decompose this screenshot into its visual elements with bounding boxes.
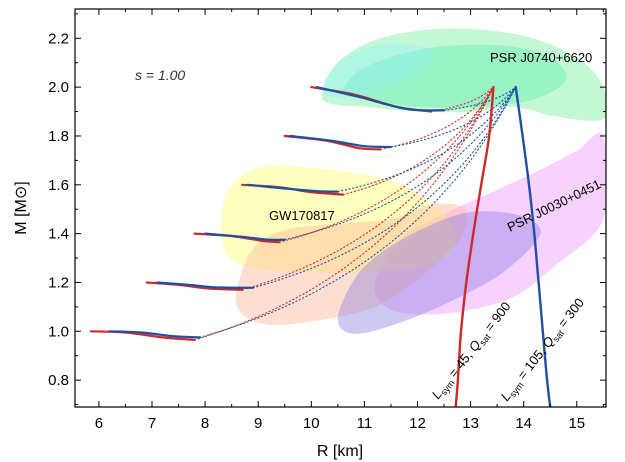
region-0 [321, 28, 606, 121]
twin-segment-blue-0 [315, 86, 446, 112]
y-tick-label: 1.4 [48, 226, 69, 243]
dotted-link-5 [193, 86, 494, 341]
psr-j0740-label: PSR J0740+6620 [490, 50, 592, 65]
twin-segment-blue-1 [289, 134, 392, 149]
model-curve-1 [514, 85, 552, 407]
y-tick-label: 1.2 [48, 274, 69, 291]
y-tick-label: 1.8 [48, 128, 69, 145]
y-tick-label: 2.2 [48, 30, 69, 47]
x-tick-label: 10 [303, 415, 320, 432]
x-axis-label: R [km] [317, 443, 363, 460]
x-tick-label: 12 [409, 415, 426, 432]
axis-ticks: 6 7 8 9 10 11 12 13 14 15 0.8 1.0 1.2 1.4 1.6 1.8 2.0 2.2 [48, 9, 606, 432]
twin-segment-blue-2 [246, 183, 339, 193]
region-3 [374, 132, 606, 315]
y-tick-label: 0.8 [48, 372, 69, 389]
model-blue-label: Lsym = 105, Qsat = 300 [498, 295, 589, 405]
dotted-link-2 [342, 86, 494, 196]
y-tick-label: 1.0 [48, 323, 69, 340]
region-6 [337, 211, 541, 334]
dotted-link-4 [241, 86, 494, 291]
x-tick-label: 14 [515, 415, 532, 432]
x-tick-label: 9 [254, 415, 262, 432]
x-tick-label: 11 [357, 415, 373, 432]
y-axis-label: M [M⊙] [13, 181, 30, 234]
model-curve-0 [454, 85, 495, 407]
twin-segment-blue-3 [204, 232, 286, 242]
dotted-link-10 [252, 86, 517, 289]
region-5 [235, 203, 468, 326]
s-parameter-label: s = 1.00 [135, 67, 185, 83]
region-2 [321, 43, 434, 98]
model-curves [454, 85, 552, 407]
plot-frame [74, 8, 607, 408]
x-tick-label: 8 [201, 415, 209, 432]
dotted-link-9 [284, 86, 517, 241]
y-tick-label: 2.0 [48, 79, 69, 96]
credible-regions [220, 28, 606, 334]
gw170817-label: GW170817 [269, 208, 335, 223]
dotted-link-1 [379, 86, 494, 150]
x-tick-label: 13 [462, 415, 479, 432]
x-tick-label: 15 [568, 415, 585, 432]
dotted-link-6 [443, 86, 517, 111]
model-red-label: Lsym = 45, Qsat = 900 [429, 299, 516, 403]
twin-segment-blue-4 [156, 281, 254, 289]
twin-segment-red-5 [89, 330, 196, 341]
twin-segment-blue-5 [108, 330, 201, 339]
model-blue-q-val: = 300 [553, 295, 587, 333]
dotted-link-7 [390, 86, 517, 148]
dotted-link-11 [199, 86, 517, 338]
dotted-link-8 [337, 86, 517, 193]
dotted-link-3 [278, 86, 494, 243]
region-4 [220, 165, 457, 274]
x-tick-label: 7 [148, 415, 156, 432]
x-tick-label: 6 [95, 415, 103, 432]
y-tick-label: 1.6 [48, 177, 69, 194]
twin-star-segments [89, 86, 446, 341]
